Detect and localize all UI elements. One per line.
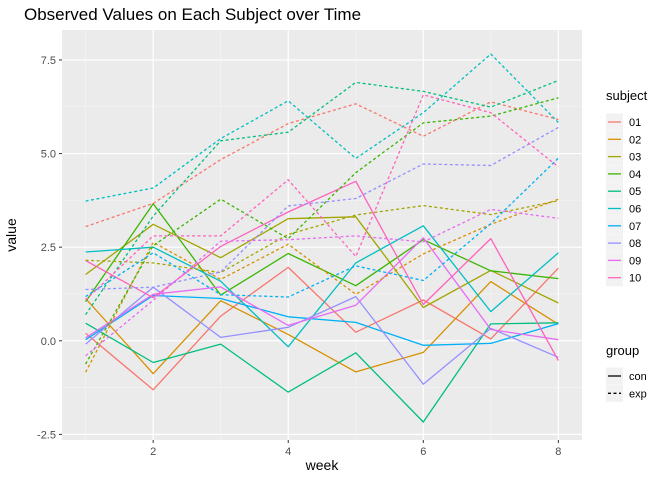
- legend-subject-title: subject: [606, 88, 648, 103]
- x-tick-label: 6: [420, 446, 426, 458]
- series-line-08-exp: [85, 126, 559, 291]
- series-line-08-con: [85, 286, 559, 385]
- series-line-05-con: [85, 322, 559, 423]
- x-tick-label: 4: [285, 446, 291, 458]
- legend-label-02: 02: [629, 134, 641, 146]
- x-axis-title: week: [305, 457, 340, 473]
- series-line-02-exp: [85, 198, 559, 373]
- legend-label-06: 06: [629, 204, 641, 216]
- legend-label-03: 03: [629, 152, 641, 164]
- y-tick-label: 7.5: [41, 55, 56, 67]
- series-line-06-con: [85, 225, 559, 348]
- plot-panel: [62, 30, 582, 440]
- series-line-10-exp: [85, 94, 559, 301]
- legend-label-08: 08: [629, 238, 641, 250]
- y-axis: -2.5 0.0 2.5 5.0 7.5: [37, 55, 62, 441]
- legend-group-title: group: [606, 343, 639, 358]
- y-tick-label: -2.5: [37, 429, 56, 441]
- legend-label-05: 05: [629, 186, 641, 198]
- y-tick-label: 2.5: [41, 242, 56, 254]
- legend-label-10: 10: [629, 273, 641, 285]
- x-tick-label: 2: [150, 446, 156, 458]
- legend-label-04: 04: [629, 169, 641, 181]
- series-line-09-con: [85, 237, 559, 341]
- series-line-01-exp: [85, 101, 559, 228]
- series-line-07-exp: [85, 157, 559, 298]
- legend-label-con: con: [629, 371, 647, 383]
- series-line-03-exp: [85, 200, 559, 274]
- series-line-01-con: [85, 266, 559, 391]
- series-line-02-con: [85, 280, 559, 375]
- series-lines: [85, 53, 559, 423]
- y-tick-label: 5.0: [41, 149, 56, 161]
- series-line-04-exp: [85, 97, 559, 365]
- legend-label-01: 01: [629, 117, 641, 129]
- series-line-05-exp: [85, 79, 559, 315]
- y-tick-label: 0.0: [41, 336, 56, 348]
- series-line-09-exp: [85, 208, 559, 357]
- x-axis: 2 4 6 8: [150, 440, 561, 458]
- x-tick-label: 8: [555, 446, 561, 458]
- legend-label-exp: exp: [629, 388, 647, 400]
- legend-label-09: 09: [629, 255, 641, 267]
- y-axis-title: value: [3, 218, 19, 252]
- chart-title: Observed Values on Each Subject over Tim…: [24, 5, 361, 24]
- series-line-10-con: [85, 180, 559, 361]
- series-line-06-exp: [85, 53, 559, 202]
- legend-subject: subject 01 02 03 04 05 06 07 08 09 10: [606, 88, 648, 287]
- legend-label-07: 07: [629, 221, 641, 233]
- legend-group: group con exp: [606, 343, 647, 402]
